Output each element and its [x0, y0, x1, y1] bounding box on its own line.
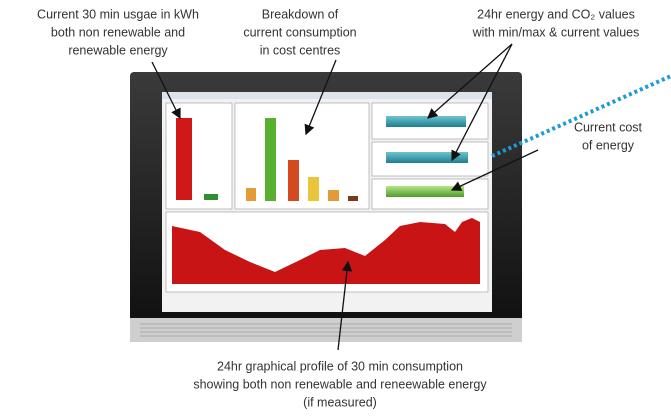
annotation: (if measured)	[303, 395, 377, 409]
annotation: of energy	[582, 138, 635, 152]
annotation: with min/max & current values	[472, 25, 640, 39]
annotation: Breakdown of	[262, 7, 339, 21]
annotation: in cost centres	[260, 43, 341, 57]
annotation: Current 30 min usgae in kWh	[37, 7, 199, 21]
annotation: current consumption	[243, 25, 356, 39]
annotation: 24hr graphical profile of 30 min consump…	[217, 359, 463, 373]
page: Current 30 min usgae in kWh both non ren…	[0, 0, 671, 419]
annotation: Current cost	[574, 120, 643, 134]
annotation: renewable energy	[68, 43, 168, 57]
annotation: showing both non renewable and reneewabl…	[193, 377, 487, 391]
annotation: 24hr energy and CO₂ values	[477, 7, 635, 21]
annotation: both non renewable and	[51, 25, 185, 39]
monitor	[130, 72, 522, 342]
